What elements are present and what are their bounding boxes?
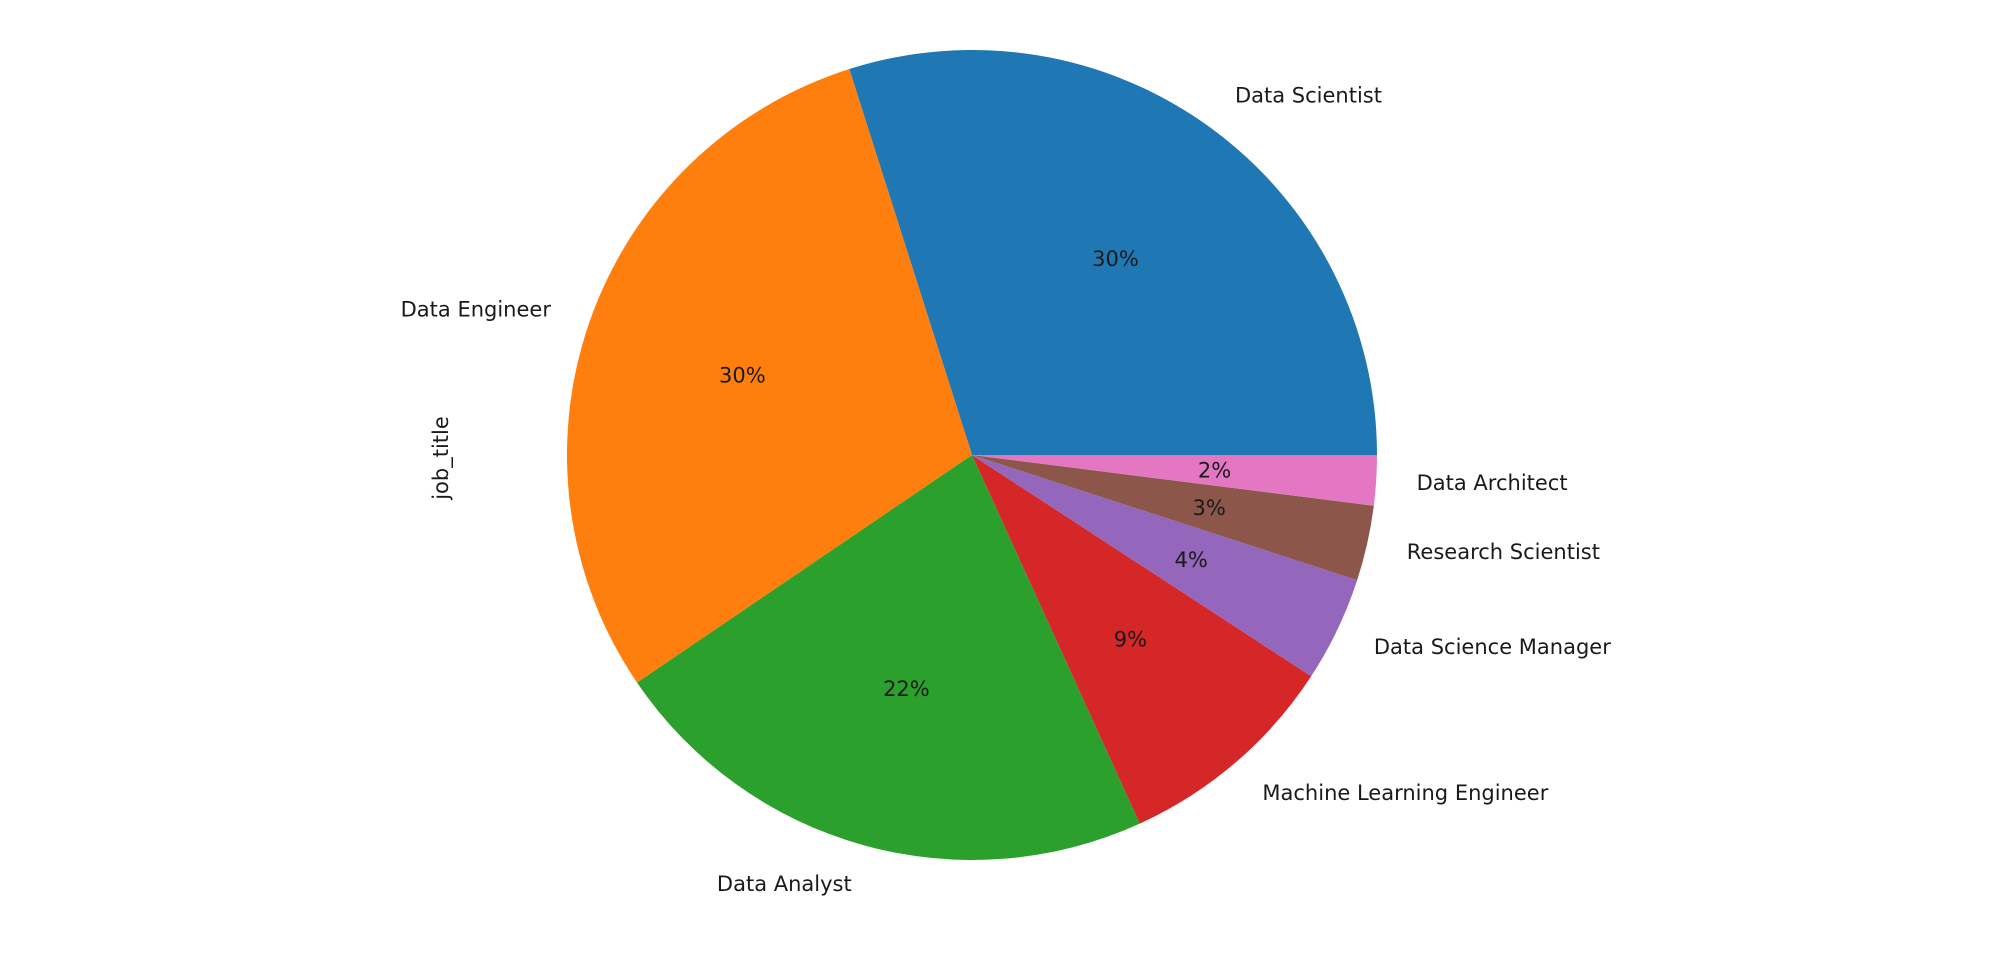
- pct-label-data-scientist: 30%: [1092, 247, 1139, 271]
- slices-layer: [566, 50, 1377, 860]
- category-label-data-scientist: Data Scientist: [1235, 83, 1382, 107]
- category-label-machine-learning-engineer: Machine Learning Engineer: [1262, 781, 1548, 805]
- pct-label-machine-learning-engineer: 9%: [1114, 627, 1147, 651]
- percent-labels-layer: 30% 30% 22% 9% 4% 3% 2%: [719, 247, 1231, 701]
- category-label-data-analyst: Data Analyst: [717, 872, 852, 896]
- pct-label-data-architect: 2%: [1198, 458, 1231, 482]
- pie-slice-research-scientist: [972, 455, 1374, 581]
- category-label-data-architect: Data Architect: [1417, 471, 1568, 495]
- category-label-research-scientist: Research Scientist: [1407, 540, 1600, 564]
- pct-label-data-engineer: 30%: [719, 364, 766, 388]
- pie-slice-machine-learning-engineer: [972, 455, 1312, 824]
- pie-slice-data-scientist: [849, 50, 1377, 455]
- category-labels-layer: Data Scientist Data Engineer Data Analyst M…: [401, 83, 1612, 896]
- category-label-data-science-manager: Data Science Manager: [1374, 635, 1611, 659]
- pct-label-data-analyst: 22%: [883, 677, 930, 701]
- pct-label-research-scientist: 3%: [1192, 496, 1225, 520]
- y-axis-label: job_title: [429, 416, 454, 501]
- pie-slice-data-science-manager: [972, 455, 1358, 677]
- pie-slice-data-engineer: [566, 69, 972, 683]
- pie-slice-data-architect: [972, 455, 1377, 506]
- pie-slice-data-analyst: [637, 455, 1140, 860]
- pct-label-data-science-manager: 4%: [1175, 548, 1208, 572]
- category-label-data-engineer: Data Engineer: [401, 297, 552, 321]
